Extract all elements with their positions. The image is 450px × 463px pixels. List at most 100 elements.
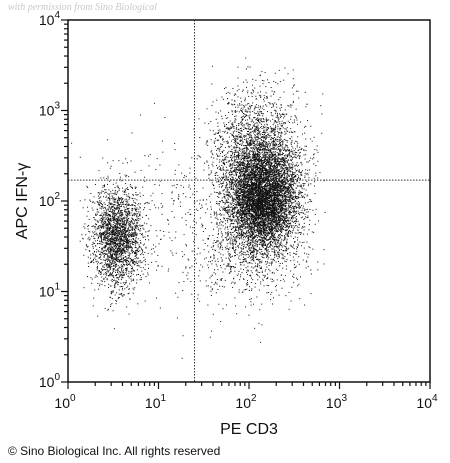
data-point bbox=[115, 248, 117, 250]
data-point bbox=[113, 268, 115, 270]
data-point bbox=[250, 215, 252, 217]
data-point bbox=[113, 228, 115, 230]
data-point bbox=[112, 292, 114, 294]
data-point bbox=[290, 270, 292, 272]
data-point bbox=[114, 275, 116, 277]
data-point bbox=[117, 235, 119, 237]
data-point bbox=[244, 148, 246, 150]
scatter-points bbox=[71, 57, 326, 359]
data-point bbox=[296, 178, 298, 180]
data-point bbox=[94, 254, 96, 256]
data-point bbox=[125, 216, 127, 218]
data-point bbox=[117, 226, 119, 228]
data-point bbox=[132, 261, 134, 263]
data-point bbox=[142, 235, 144, 237]
data-point bbox=[90, 200, 92, 202]
data-point bbox=[126, 214, 128, 216]
data-point bbox=[231, 181, 233, 183]
data-point bbox=[255, 204, 257, 206]
data-point bbox=[250, 156, 252, 158]
data-point bbox=[109, 200, 111, 202]
data-point bbox=[123, 221, 125, 223]
data-point bbox=[259, 191, 261, 193]
data-point bbox=[124, 203, 126, 205]
data-point bbox=[240, 228, 242, 230]
data-point bbox=[105, 230, 107, 232]
data-point bbox=[264, 238, 266, 240]
data-point bbox=[261, 245, 263, 247]
data-point bbox=[280, 150, 282, 152]
data-point bbox=[239, 217, 241, 219]
data-point bbox=[233, 203, 235, 205]
data-point bbox=[245, 267, 247, 269]
data-point bbox=[102, 225, 104, 227]
data-point bbox=[117, 269, 119, 271]
data-point bbox=[134, 239, 136, 241]
data-point bbox=[109, 274, 111, 276]
data-point bbox=[274, 237, 276, 239]
data-point bbox=[130, 212, 132, 214]
data-point bbox=[292, 164, 294, 166]
data-point bbox=[279, 217, 281, 219]
data-point bbox=[111, 254, 113, 256]
data-point bbox=[274, 225, 276, 227]
data-point bbox=[271, 216, 273, 218]
data-point bbox=[297, 237, 299, 239]
data-point bbox=[116, 201, 118, 203]
data-point bbox=[250, 175, 252, 177]
data-point bbox=[271, 170, 273, 172]
data-point bbox=[144, 300, 146, 302]
data-point bbox=[117, 245, 119, 247]
data-point bbox=[129, 224, 130, 226]
data-point bbox=[121, 220, 123, 222]
data-point bbox=[127, 229, 129, 231]
data-point bbox=[257, 228, 259, 230]
data-point bbox=[265, 248, 267, 250]
data-point bbox=[135, 241, 137, 243]
data-point bbox=[290, 193, 292, 195]
data-point bbox=[115, 299, 117, 301]
data-point bbox=[286, 238, 288, 240]
data-point bbox=[104, 247, 106, 249]
data-point bbox=[283, 203, 285, 205]
data-point bbox=[135, 250, 137, 252]
data-point bbox=[273, 188, 275, 190]
data-point bbox=[280, 223, 282, 225]
data-point bbox=[110, 165, 112, 167]
data-point bbox=[111, 281, 113, 283]
data-point bbox=[225, 207, 227, 209]
data-point bbox=[120, 293, 122, 295]
data-point bbox=[115, 228, 117, 230]
data-point bbox=[252, 230, 254, 232]
data-point bbox=[109, 251, 111, 253]
data-point bbox=[118, 266, 120, 268]
data-point bbox=[116, 223, 118, 225]
data-point bbox=[263, 156, 265, 158]
data-point bbox=[99, 253, 101, 255]
data-point bbox=[121, 270, 123, 272]
data-point bbox=[275, 195, 277, 197]
data-point bbox=[107, 175, 109, 177]
data-point bbox=[268, 163, 270, 165]
data-point bbox=[265, 269, 267, 271]
data-point bbox=[239, 201, 241, 203]
data-point bbox=[122, 227, 124, 229]
data-point bbox=[116, 239, 118, 241]
data-point bbox=[107, 259, 109, 261]
data-point bbox=[242, 219, 244, 221]
data-point bbox=[126, 239, 128, 241]
data-point bbox=[120, 202, 122, 204]
data-point bbox=[98, 261, 100, 263]
data-point bbox=[155, 261, 157, 263]
data-point bbox=[122, 214, 124, 216]
data-point bbox=[270, 139, 272, 141]
data-point bbox=[117, 236, 119, 238]
data-point bbox=[118, 198, 120, 200]
data-point bbox=[116, 245, 118, 247]
data-point bbox=[252, 143, 254, 145]
data-point bbox=[256, 180, 258, 182]
data-point bbox=[266, 251, 268, 253]
data-point bbox=[125, 198, 127, 200]
data-point bbox=[118, 246, 120, 248]
data-point bbox=[104, 242, 106, 244]
